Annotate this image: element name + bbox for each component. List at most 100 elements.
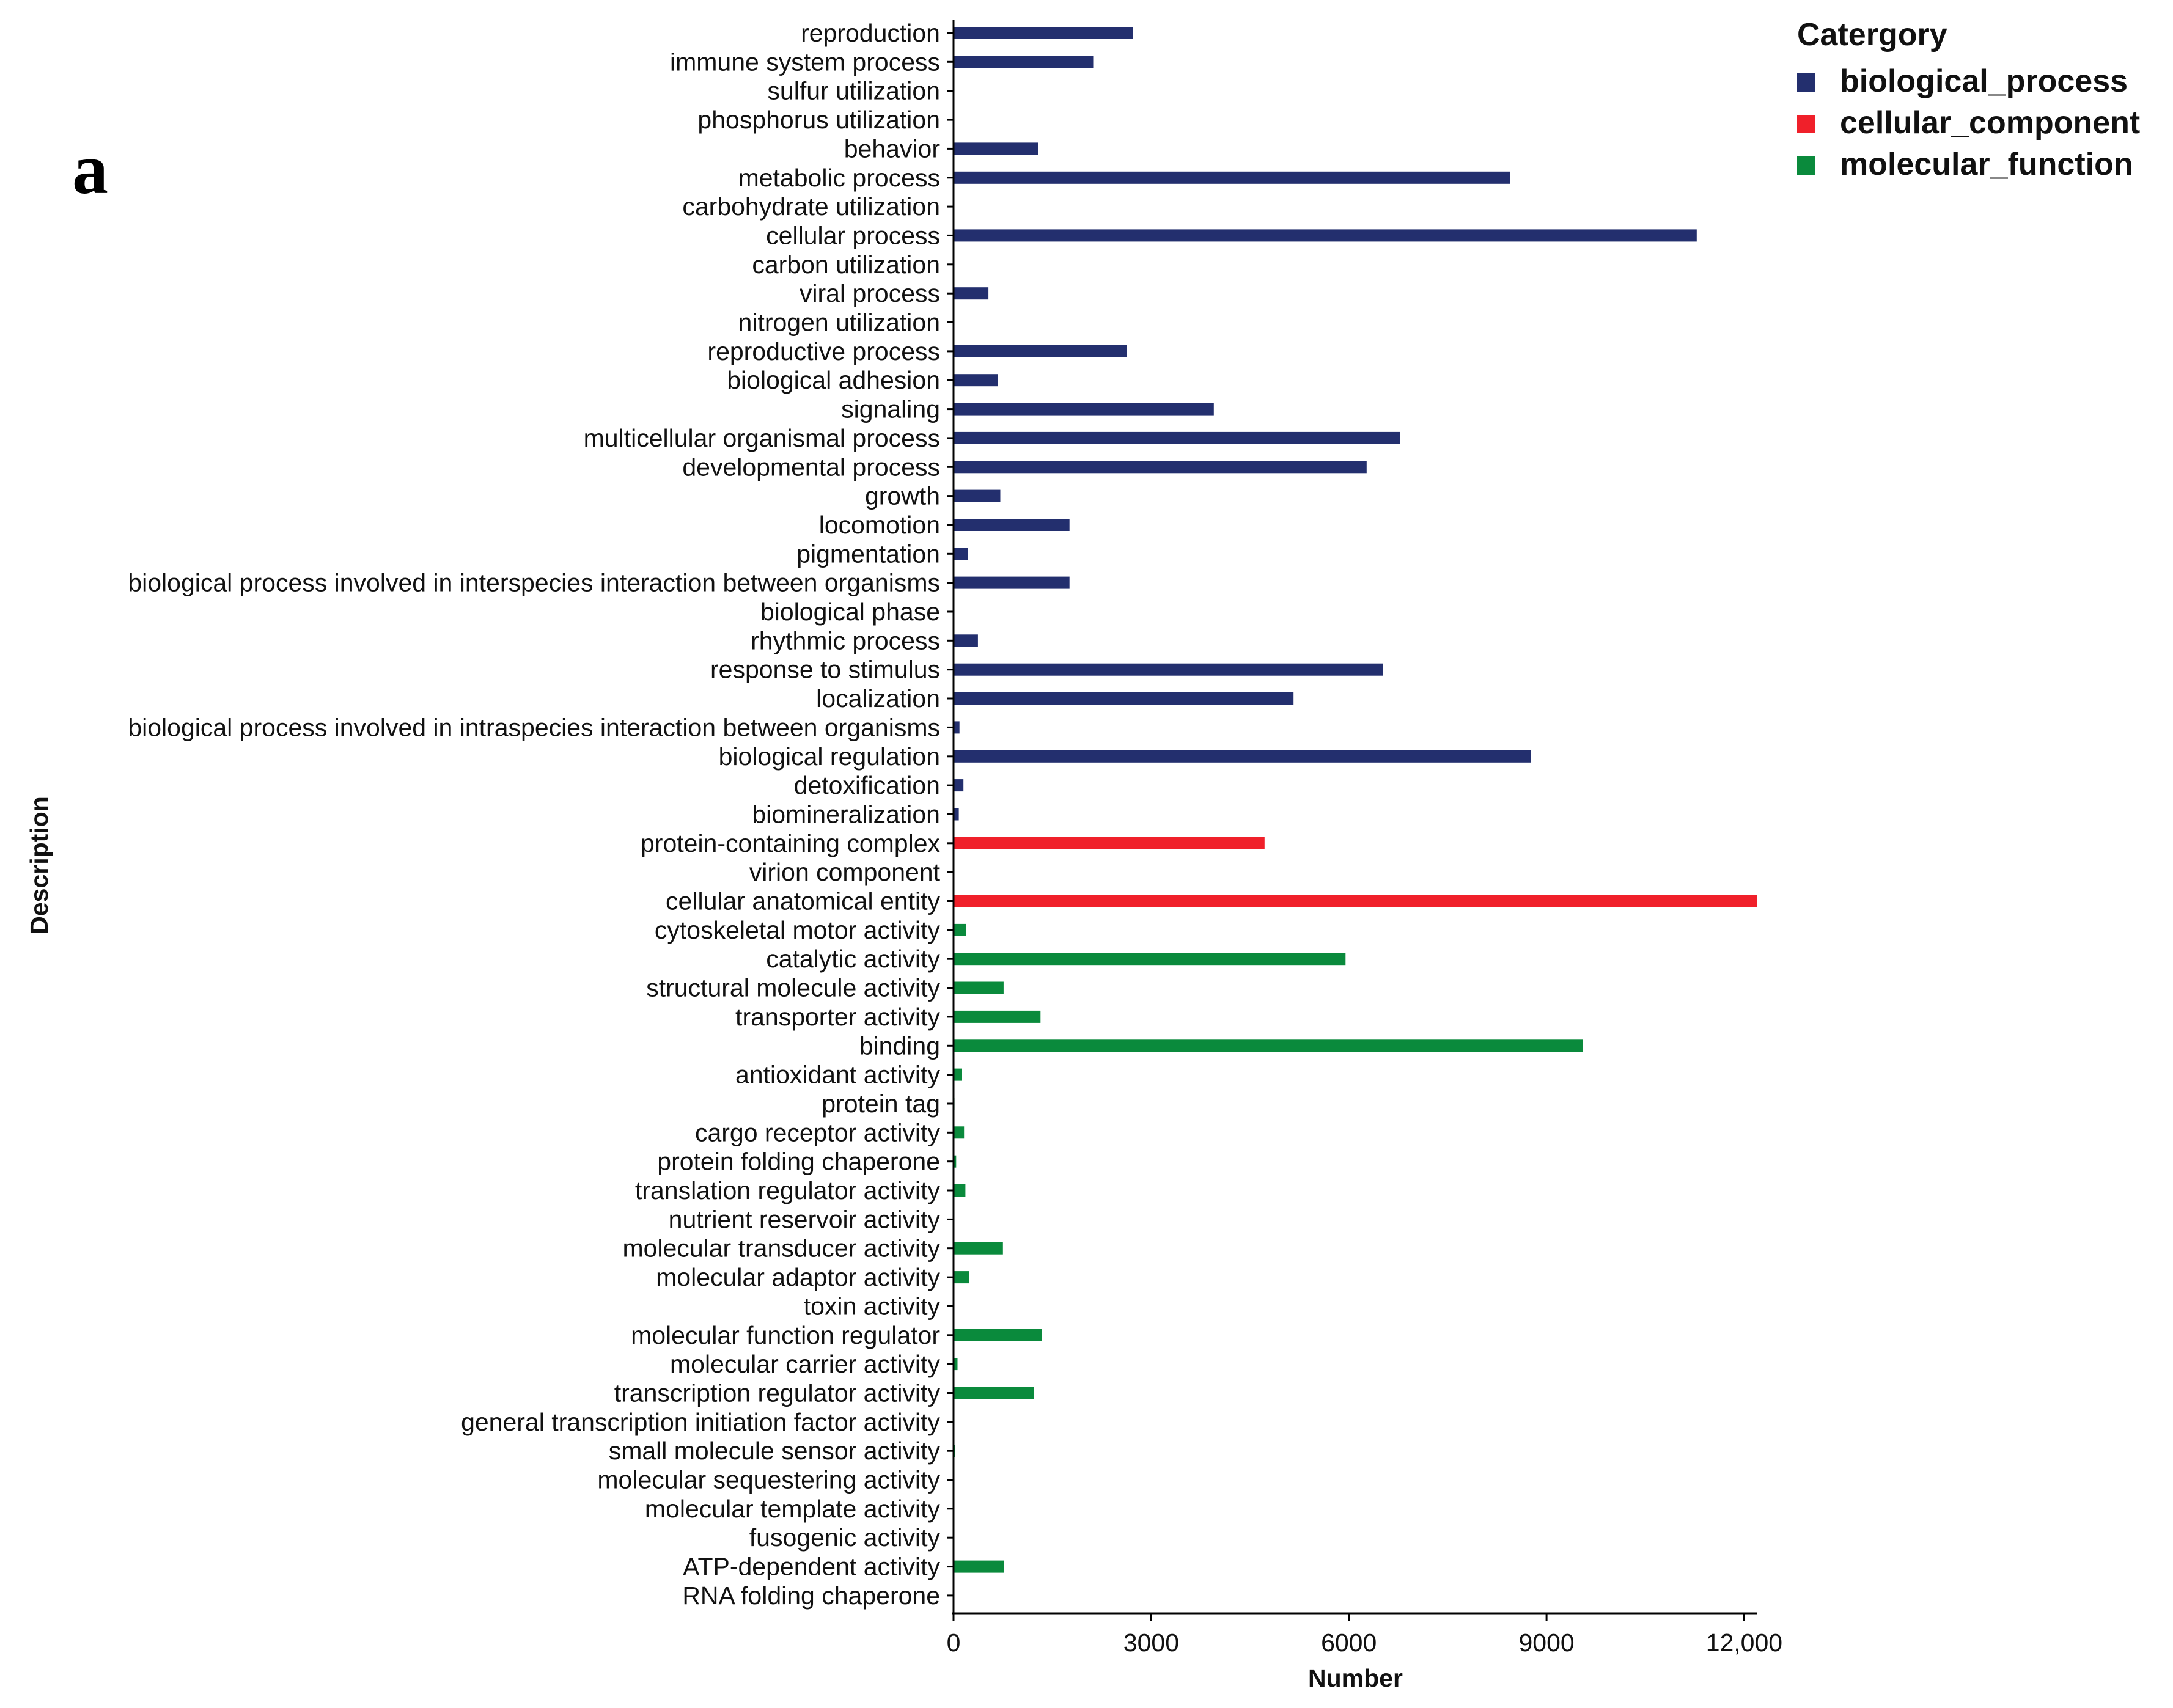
category-label: molecular carrier activity	[670, 1350, 940, 1378]
bar-0	[954, 27, 1133, 39]
category-label: fusogenic activity	[749, 1523, 941, 1552]
bar-21	[954, 634, 978, 647]
bar-18	[954, 548, 968, 560]
bar-32	[954, 953, 1346, 966]
legend-label-cellular_component: cellular_component	[1840, 105, 2140, 141]
y-axis-title: Description	[25, 796, 53, 934]
category-label: multicellular organismal process	[584, 424, 940, 452]
legend: Catergory biological_process cellular_com…	[1797, 17, 2140, 182]
category-label: toxin activity	[804, 1292, 941, 1320]
category-label: binding	[859, 1032, 940, 1060]
x-axis-title: Number	[1308, 1664, 1403, 1692]
bar-13	[954, 403, 1214, 416]
bar-42	[954, 1242, 1003, 1255]
category-label: cellular process	[766, 221, 940, 249]
category-label: cargo receptor activity	[695, 1118, 941, 1146]
bar-34	[954, 1010, 1041, 1023]
category-label: biological process involved in interspec…	[128, 569, 940, 597]
category-label: biomineralization	[752, 801, 940, 829]
category-label: cellular anatomical entity	[666, 887, 940, 915]
bar-40	[954, 1184, 966, 1197]
bar-1	[954, 56, 1094, 68]
legend-title: Catergory	[1797, 17, 1947, 53]
category-label: growth	[865, 482, 940, 510]
category-label: detoxification	[794, 771, 940, 799]
category-label: protein tag	[822, 1090, 940, 1118]
bar-30	[954, 895, 1757, 907]
bar-12	[954, 374, 998, 387]
category-label: biological phase	[760, 598, 940, 626]
category-label: transporter activity	[735, 1003, 940, 1031]
category-label: reproductive process	[707, 337, 940, 365]
bar-24	[954, 721, 960, 734]
category-label: localization	[816, 684, 940, 713]
category-label: signaling	[841, 395, 940, 423]
category-label: antioxidant activity	[735, 1061, 941, 1089]
category-label: molecular transducer activity	[622, 1234, 940, 1263]
x-ticks: 0 3000 6000 9000 12,000	[947, 1613, 1782, 1657]
bar-43	[954, 1271, 969, 1284]
category-label: metabolic process	[738, 164, 940, 192]
bar-33	[954, 981, 1004, 994]
legend-swatch-cellular_component	[1797, 115, 1815, 133]
category-label: molecular sequestering activity	[597, 1466, 940, 1494]
category-label: RNA folding chaperone	[682, 1582, 940, 1610]
category-label: catalytic activity	[766, 945, 940, 973]
x-tick-label: 6000	[1321, 1629, 1377, 1657]
category-label: rhythmic process	[751, 626, 940, 654]
bar-47	[954, 1387, 1034, 1399]
category-label: sulfur utilization	[767, 77, 940, 105]
category-label: protein folding chaperone	[657, 1148, 940, 1176]
bar-19	[954, 576, 1070, 589]
bar-22	[954, 663, 1383, 676]
x-tick-label: 3000	[1123, 1629, 1179, 1657]
bars-group	[954, 27, 1757, 1573]
category-label: behavior	[844, 134, 940, 163]
category-label: reproduction	[801, 19, 940, 47]
category-label: virion component	[749, 858, 941, 886]
panel-letter: a	[72, 129, 108, 209]
bar-31	[954, 923, 966, 936]
x-tick-label: 12,000	[1706, 1629, 1782, 1657]
category-label: locomotion	[819, 511, 940, 539]
bar-14	[954, 431, 1400, 444]
category-label: carbon utilization	[752, 251, 940, 279]
bar-9	[954, 287, 989, 300]
legend-label-molecular_function: molecular_function	[1840, 147, 2133, 182]
category-label: viral process	[800, 279, 940, 307]
category-label: general transcription initiation factor …	[461, 1408, 940, 1436]
legend-label-biological_process: biological_process	[1840, 64, 2128, 99]
category-label: pigmentation	[796, 540, 940, 568]
category-label: transcription regulator activity	[614, 1379, 941, 1407]
x-tick-label: 0	[947, 1629, 961, 1657]
bar-23	[954, 692, 1294, 705]
bar-53	[954, 1560, 1004, 1573]
bar-26	[954, 779, 964, 792]
category-label: response to stimulus	[710, 656, 940, 684]
category-label: carbohydrate utilization	[682, 192, 940, 221]
bar-35	[954, 1039, 1583, 1052]
category-label: small molecule sensor activity	[609, 1437, 941, 1465]
bar-16	[954, 489, 1001, 502]
bar-39	[954, 1155, 957, 1168]
bar-38	[954, 1126, 965, 1139]
category-label: molecular template activity	[645, 1495, 941, 1523]
axes	[952, 20, 1757, 1615]
category-label: translation regulator activity	[635, 1176, 941, 1204]
bar-25	[954, 750, 1531, 763]
bar-5	[954, 171, 1510, 184]
category-label: ATP-dependent activity	[683, 1553, 940, 1581]
bar-4	[954, 142, 1038, 155]
legend-swatch-biological_process	[1797, 73, 1815, 92]
category-label: structural molecule activity	[646, 974, 940, 1002]
category-label: molecular adaptor activity	[656, 1263, 940, 1291]
category-label: cytoskeletal motor activity	[655, 916, 941, 944]
category-label: immune system process	[670, 48, 940, 76]
bar-28	[954, 837, 1265, 849]
category-label: biological regulation	[719, 742, 940, 771]
bar-7	[954, 229, 1697, 242]
bar-27	[954, 808, 959, 821]
category-label: protein-containing complex	[641, 829, 940, 857]
